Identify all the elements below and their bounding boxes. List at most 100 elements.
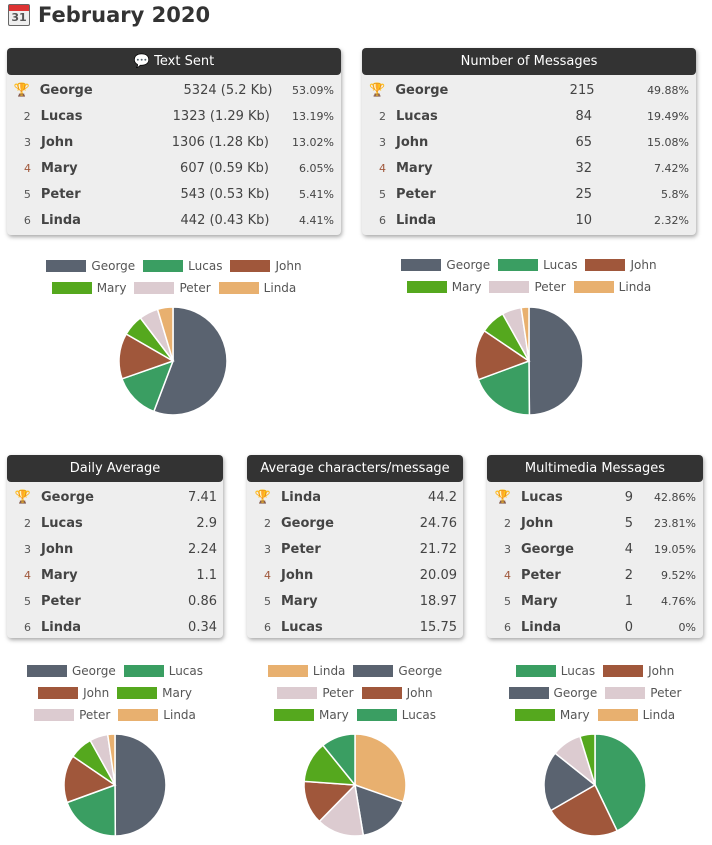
legend-swatch bbox=[38, 687, 79, 699]
legend-swatch bbox=[277, 687, 318, 699]
legend-label: Linda bbox=[642, 708, 676, 722]
pie-slice-george[interactable] bbox=[354, 783, 405, 837]
legend-label: John bbox=[630, 258, 657, 272]
value: 0.86 bbox=[188, 593, 217, 609]
legend-item[interactable]: Mary bbox=[117, 686, 192, 700]
legend-item[interactable]: Mary bbox=[273, 708, 349, 722]
avg-chars-title: Average characters/message bbox=[260, 461, 450, 476]
name: Mary bbox=[41, 160, 78, 176]
legend-swatch bbox=[143, 260, 184, 272]
table-row: 5 Mary 18.97 bbox=[247, 588, 463, 614]
pie-slice-linda[interactable] bbox=[354, 733, 407, 803]
legend-item[interactable]: George bbox=[46, 259, 135, 273]
name: John bbox=[521, 515, 554, 531]
avg-chars-legend: Linda George Peter John Mary Lucas bbox=[240, 664, 470, 722]
pie-slice-linda[interactable] bbox=[520, 306, 530, 362]
table-row: 2 John 5 23.81% bbox=[487, 510, 703, 536]
rank-number: 6 bbox=[504, 620, 511, 634]
table-row: 3 John 65 15.08% bbox=[362, 129, 696, 155]
legend-item[interactable]: Lucas bbox=[498, 258, 577, 272]
percentage: 13.02% bbox=[292, 135, 334, 149]
legend-item[interactable]: John bbox=[38, 686, 109, 700]
legend-item[interactable]: Peter bbox=[277, 686, 354, 700]
table-row: 🏆 George 5324 (5.2 Kb) 53.09% bbox=[7, 77, 341, 103]
legend-swatch bbox=[218, 282, 259, 294]
legend-item[interactable]: Lucas bbox=[515, 664, 595, 678]
legend-item[interactable]: John bbox=[585, 258, 657, 272]
legend-item[interactable]: Linda bbox=[267, 664, 345, 678]
name: John bbox=[41, 134, 74, 150]
text-sent-legend: George Lucas John Mary Peter Linda bbox=[7, 259, 341, 295]
rank-number: 2 bbox=[264, 516, 271, 530]
legend-item[interactable]: Peter bbox=[489, 280, 566, 294]
pie-slice-lucas[interactable] bbox=[477, 359, 531, 416]
pie-slice-peter[interactable] bbox=[318, 783, 365, 837]
pie-slice-george[interactable] bbox=[152, 306, 228, 416]
legend-item[interactable]: Lucas bbox=[143, 259, 222, 273]
legend-label: George bbox=[398, 664, 443, 678]
pie-slice-lucas[interactable] bbox=[321, 733, 356, 788]
legend-item[interactable]: George bbox=[508, 686, 598, 700]
legend-item[interactable]: John bbox=[361, 686, 433, 700]
legend-item[interactable]: Mary bbox=[406, 280, 481, 294]
name: Linda bbox=[396, 212, 437, 228]
legend-item[interactable]: George bbox=[401, 258, 490, 272]
percentage: 4.76% bbox=[661, 594, 696, 608]
pie-slice-mary[interactable] bbox=[579, 733, 596, 786]
value: 44.2 bbox=[428, 489, 457, 505]
pie-slice-lucas[interactable] bbox=[66, 783, 117, 837]
legend-label: Peter bbox=[179, 281, 211, 295]
legend-item[interactable]: Linda bbox=[118, 708, 196, 722]
pie-slice-linda[interactable] bbox=[156, 306, 174, 362]
legend-label: Mary bbox=[162, 686, 192, 700]
name: George bbox=[521, 541, 574, 557]
rank-number: 6 bbox=[264, 620, 271, 634]
multimedia-pie-chart bbox=[543, 733, 647, 837]
legend-item[interactable]: George bbox=[26, 664, 116, 678]
legend-item[interactable]: Lucas bbox=[356, 708, 436, 722]
legend-item[interactable]: Peter bbox=[34, 708, 110, 722]
value: 65 bbox=[575, 134, 592, 150]
legend-item[interactable]: Mary bbox=[514, 708, 590, 722]
legend-item[interactable]: Peter bbox=[134, 281, 211, 295]
percentage: 9.52% bbox=[661, 568, 696, 582]
table-row: 3 John 1306 (1.28 Kb) 13.02% bbox=[7, 129, 341, 155]
page-title: 31 February 2020 bbox=[8, 3, 210, 27]
pie-slice-john[interactable] bbox=[63, 755, 117, 804]
value: 0.34 bbox=[188, 619, 217, 635]
legend-item[interactable]: Mary bbox=[51, 281, 126, 295]
pie-slice-george[interactable] bbox=[114, 733, 167, 837]
legend-swatch bbox=[273, 709, 314, 721]
legend-item[interactable]: Linda bbox=[573, 280, 651, 294]
table-row: 6 Linda 10 2.32% bbox=[362, 207, 696, 233]
legend-item[interactable]: George bbox=[353, 664, 442, 678]
percentage: 5.8% bbox=[661, 187, 689, 201]
pie-slice-lucas[interactable] bbox=[594, 733, 647, 832]
number-of-messages-title: Number of Messages bbox=[460, 54, 598, 69]
legend-swatch bbox=[401, 259, 442, 271]
legend-item[interactable]: John bbox=[230, 259, 302, 273]
legend-item[interactable]: Peter bbox=[605, 686, 681, 700]
number-of-messages-header: Number of Messages bbox=[362, 48, 696, 75]
legend-label: George bbox=[553, 686, 598, 700]
legend-item[interactable]: Lucas bbox=[123, 664, 203, 678]
pie-slice-george[interactable] bbox=[528, 306, 584, 416]
value: 32 bbox=[575, 160, 592, 176]
rank-number: 4 bbox=[264, 568, 271, 582]
pie-slice-george[interactable] bbox=[543, 752, 597, 812]
pie-slice-john[interactable] bbox=[549, 783, 619, 837]
table-row: 5 Peter 543 (0.53 Kb) 5.41% bbox=[7, 181, 341, 207]
percentage: 2.32% bbox=[654, 213, 689, 227]
rank-number: 2 bbox=[24, 516, 31, 530]
legend-swatch bbox=[605, 687, 646, 699]
legend-item[interactable]: Linda bbox=[597, 708, 676, 722]
legend-item[interactable]: Linda bbox=[218, 281, 296, 295]
legend-label: Mary bbox=[559, 708, 590, 722]
legend-label: John bbox=[83, 686, 110, 700]
table-row: 4 Mary 607 (0.59 Kb) 6.05% bbox=[7, 155, 341, 181]
value: 5324 (5.2 Kb) bbox=[183, 82, 273, 98]
legend-item[interactable]: John bbox=[603, 664, 674, 678]
name: George bbox=[281, 515, 334, 531]
pie-slice-john[interactable] bbox=[474, 329, 531, 381]
pie-slice-linda[interactable] bbox=[106, 733, 116, 786]
